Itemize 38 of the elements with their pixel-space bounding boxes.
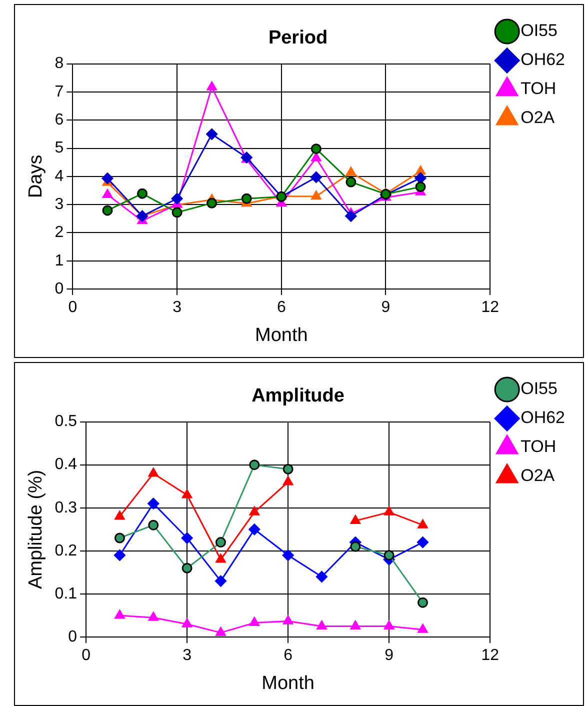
- y-tick-label: 0: [54, 280, 64, 298]
- y-tick-label: 1: [54, 252, 64, 270]
- y-tick-label: 0.2: [54, 542, 78, 560]
- legend-label: OI55: [520, 21, 558, 40]
- chart-title: Amplitude: [252, 386, 344, 407]
- x-tick-label: 6: [284, 647, 293, 664]
- y-tick-label: 0.5: [54, 413, 78, 430]
- y-tick-label: 3: [54, 196, 64, 213]
- x-axis-title: Month: [262, 672, 314, 694]
- legend-label: OH62: [520, 50, 566, 70]
- x-tick-label: 6: [276, 299, 286, 316]
- x-tick-label: 12: [481, 299, 500, 316]
- y-axis-title: Amplitude (%): [26, 470, 47, 590]
- y-tick-label: 2: [54, 224, 64, 242]
- legend-label: TOH: [520, 79, 556, 98]
- legend-label: TOH: [520, 437, 556, 456]
- x-tick-label: 9: [384, 647, 394, 664]
- y-tick-label: 0.4: [54, 456, 78, 474]
- y-tick-label: 7: [54, 83, 64, 100]
- legend-label: OH62: [520, 408, 566, 428]
- x-tick-label: 3: [172, 299, 182, 316]
- legend-label: O2A: [520, 466, 556, 486]
- x-tick-label: 12: [481, 647, 500, 664]
- legend-label: O2A: [520, 108, 556, 128]
- y-tick-label: 0.3: [54, 499, 78, 516]
- chart-title: Period: [268, 28, 328, 49]
- y-tick-label: 5: [54, 140, 64, 157]
- y-axis-title: Days: [26, 154, 47, 198]
- y-tick-label: 6: [54, 112, 64, 129]
- y-tick-label: 8: [54, 55, 64, 72]
- x-tick-label: 3: [182, 647, 192, 664]
- y-tick-label: 0.1: [54, 585, 78, 602]
- y-tick-label: 0: [68, 628, 78, 646]
- x-tick-label: 0: [82, 647, 91, 664]
- y-tick-label: 4: [54, 168, 64, 185]
- x-tick-label: 9: [381, 299, 390, 316]
- legend-label: OI55: [520, 379, 558, 398]
- x-axis-title: Month: [254, 324, 308, 346]
